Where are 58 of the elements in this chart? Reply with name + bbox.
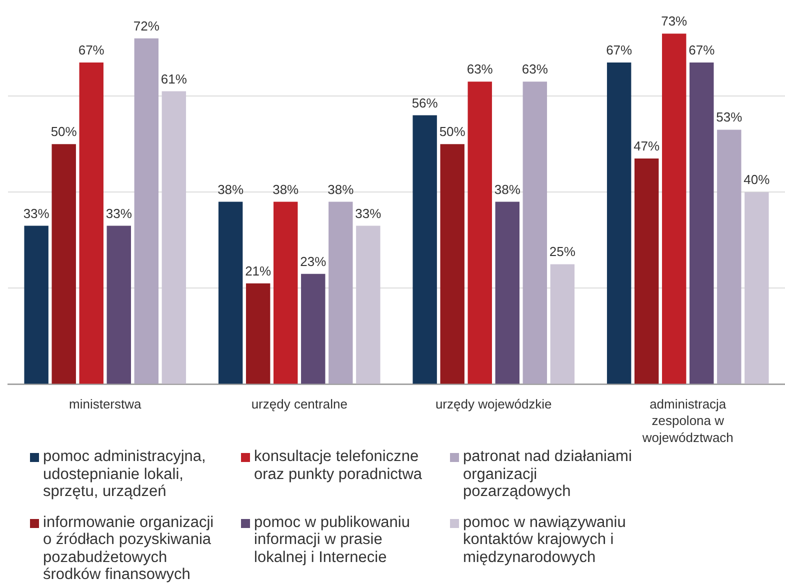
bar: [662, 34, 686, 384]
data-label: 38%: [494, 182, 521, 197]
bar: [134, 38, 159, 384]
data-label: 21%: [245, 263, 272, 278]
legend-label: informowanie organizacji o źródłach pozyskiwania pozabudżetowych środków finansowych: [43, 514, 215, 584]
data-label: 63%: [466, 62, 494, 77]
x-tick-label: urzędy centralne: [251, 396, 348, 412]
data-label: 47%: [634, 138, 660, 154]
bar: [690, 62, 714, 384]
bar: [744, 192, 769, 384]
bar: [522, 82, 548, 384]
bar: [606, 62, 632, 384]
bar: [218, 202, 243, 384]
bar: [356, 226, 380, 384]
legend-label: pomoc administracyjna, udostepnianie lokali, sprzętu, urządzeń: [43, 448, 207, 500]
data-label: 50%: [50, 124, 78, 140]
data-label: 56%: [412, 95, 438, 110]
bar: [246, 283, 270, 384]
data-label: 67%: [606, 42, 633, 58]
data-label: 33%: [355, 206, 382, 221]
bar: [328, 202, 353, 384]
data-label: 63%: [522, 62, 548, 77]
bar: [106, 226, 131, 384]
data-label: 38%: [218, 182, 244, 197]
data-label: 50%: [439, 124, 466, 140]
data-label: 25%: [549, 244, 576, 260]
bar: [274, 202, 298, 384]
legend-label: pomoc w nawiązywaniu kontaktów krajowych i międzynarodowych: [463, 514, 627, 566]
data-label: 40%: [744, 172, 770, 188]
bar: [717, 130, 742, 384]
bar: [440, 144, 464, 384]
x-tick-label: ministerstwa: [69, 396, 142, 412]
legend-label: pomoc w publikowaniu informacji w prasie lokalnej i Internecie: [254, 514, 411, 566]
x-tick-label: administracja zespolona w województwach: [641, 396, 734, 446]
data-label: 67%: [688, 42, 716, 58]
data-label: 72%: [133, 18, 160, 34]
data-label: 61%: [160, 71, 188, 86]
x-tick-label: urzędy wojewódzkie: [435, 396, 552, 412]
bar: [79, 62, 104, 384]
legend-label: patronat nad działaniami organizacji pozarządowych: [463, 448, 633, 500]
bar: [468, 82, 492, 384]
data-label: 67%: [78, 42, 105, 58]
data-label: 33%: [106, 206, 132, 221]
bar: [550, 264, 575, 384]
bar: [634, 158, 659, 384]
data-label: 33%: [23, 206, 50, 221]
data-label: 38%: [328, 182, 354, 197]
bar: [24, 226, 48, 384]
bar: [495, 202, 520, 384]
data-label: 23%: [300, 254, 327, 269]
data-label: 38%: [272, 182, 300, 197]
legend-label: konsultacje telefoniczne oraz punkty poradnictwa: [254, 448, 424, 483]
bar: [162, 91, 186, 384]
data-label: 53%: [716, 110, 743, 125]
data-label: 73%: [661, 14, 688, 29]
bar: [412, 115, 437, 384]
bar: [301, 274, 326, 384]
bar: [52, 144, 76, 384]
